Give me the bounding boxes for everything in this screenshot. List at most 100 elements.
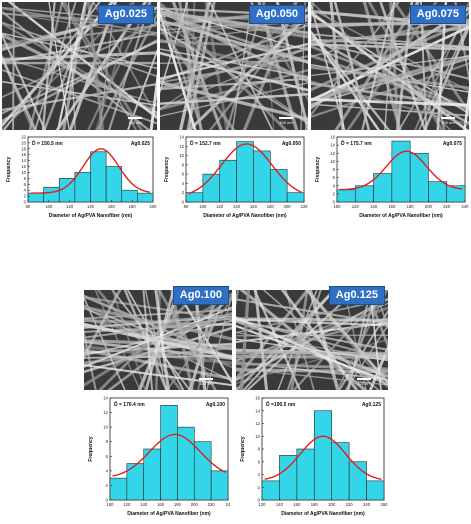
y-tick-label: 10 xyxy=(21,170,26,175)
y-tick-label: 6 xyxy=(24,182,27,187)
y-axis-label: Frequency xyxy=(164,157,170,183)
histogram-bar xyxy=(143,448,161,501)
sample-badge: Ag0.075 xyxy=(409,5,466,24)
nanofiber xyxy=(311,2,315,26)
y-tick-label: 20 xyxy=(21,140,26,145)
x-tick-label: 200 xyxy=(284,204,292,209)
histogram-ag0125: 0 2 4 6 8 10 12 14 16 120 140 160 180 200 220 240 260 Dia… xyxy=(240,396,388,518)
nanofiber xyxy=(253,290,269,390)
nanofiber xyxy=(187,13,308,130)
x-tick-label: 120 xyxy=(123,502,131,507)
scale-bar: 100 nm xyxy=(357,378,371,386)
mean-diameter-label: D̄ = 176.4 nm xyxy=(114,401,145,408)
y-tick-label: 2 xyxy=(333,191,336,196)
nanofiber xyxy=(311,8,469,92)
y-tick-label: 12 xyxy=(21,164,26,169)
nanofiber xyxy=(2,32,157,64)
y-tick-label: 10 xyxy=(330,159,335,164)
sample-badge: Ag0.100 xyxy=(172,286,229,305)
y-tick-label: 22 xyxy=(21,135,26,140)
nanofiber xyxy=(236,338,388,385)
histogram-bar xyxy=(261,480,280,501)
nanofiber xyxy=(12,2,15,130)
nanofiber xyxy=(149,72,157,130)
x-tick-label: 120 xyxy=(66,204,74,209)
nanofiber xyxy=(311,19,469,92)
nanofiber xyxy=(160,68,308,111)
y-tick-label: 0 xyxy=(258,498,261,503)
nanofiber xyxy=(311,30,381,130)
histogram-bar xyxy=(58,178,76,203)
panel-ag0025: Ag0.025 100 nm 0 2 4 6 8 10 12 14 16 18 20 22 80 100 1… xyxy=(2,2,157,222)
nanofiber xyxy=(160,18,308,64)
y-tick-label: 14 xyxy=(179,135,184,140)
y-tick-label: 8 xyxy=(182,162,185,167)
sample-badge: Ag0.125 xyxy=(328,286,385,305)
histogram-bar xyxy=(331,442,350,501)
x-tick-label: 180 xyxy=(311,502,319,507)
gaussian-fit-curve xyxy=(339,150,463,191)
panel-ag0100: Ag0.100 100 nm 0 2 4 6 8 10 12 14 100 120 140 160 18… xyxy=(84,286,232,522)
fiber-micrograph xyxy=(160,2,308,130)
y-tick-label: 18 xyxy=(21,146,26,151)
nanofiber xyxy=(160,59,308,65)
mean-diameter-label: D̄ = 150.5 nm xyxy=(32,140,63,147)
y-tick-label: 16 xyxy=(255,396,260,401)
sample-label: Ag0.100 xyxy=(206,402,225,408)
nanofiber xyxy=(160,92,308,105)
nanofiber xyxy=(236,351,388,355)
x-tick-label: 120 xyxy=(216,204,224,209)
nanofiber xyxy=(154,290,170,390)
x-tick-label: 220 xyxy=(301,204,309,209)
nanofiber xyxy=(84,305,232,341)
x-tick-label: 200 xyxy=(328,502,336,507)
nanofiber xyxy=(160,80,308,121)
x-tick-label: 140 xyxy=(370,204,378,209)
histogram-bar xyxy=(428,181,448,203)
nanofiber xyxy=(311,25,469,102)
y-tick-label: 12 xyxy=(330,151,335,156)
nanofiber xyxy=(311,80,469,126)
x-tick-label: 240 xyxy=(462,204,470,209)
histogram-bar xyxy=(105,166,123,203)
y-tick-label: 6 xyxy=(258,459,261,464)
sample-label: Ag0.050 xyxy=(282,141,301,147)
nanofiber xyxy=(311,2,346,130)
sample-label: Ag0.125 xyxy=(362,402,381,408)
nanofiber xyxy=(160,47,308,110)
y-tick-label: 10 xyxy=(179,153,184,158)
x-tick-label: 100 xyxy=(107,502,115,507)
sem-image-ag0125 xyxy=(236,290,388,390)
y-tick-label: 14 xyxy=(103,396,108,401)
y-tick-label: 14 xyxy=(330,143,335,148)
y-tick-label: 0 xyxy=(24,200,27,205)
scale-bar-label: 100 nm xyxy=(128,120,142,125)
x-tick-label: 160 xyxy=(388,204,396,209)
y-tick-label: 12 xyxy=(179,144,184,149)
nanofiber xyxy=(236,319,388,351)
nanofiber xyxy=(62,2,144,130)
histogram-bar xyxy=(286,192,305,203)
histogram-bar xyxy=(409,152,429,203)
x-tick-label: 200 xyxy=(425,204,433,209)
mean-diameter-label: D̄ = 152.7 nm xyxy=(190,140,221,147)
x-tick-label: 160 xyxy=(250,204,258,209)
x-tick-label: 140 xyxy=(87,204,95,209)
nanofiber xyxy=(2,7,157,35)
panel-ag0075: Ag0.075 100 nm 0 2 4 6 8 10 12 14 16 100 120 140 160… xyxy=(311,2,469,222)
nanofiber xyxy=(160,48,308,79)
nanofiber xyxy=(236,290,310,382)
histogram-bar xyxy=(74,172,91,203)
scale-bar-label: 100 nm xyxy=(199,381,213,386)
histogram-bar xyxy=(109,477,128,501)
y-tick-label: 8 xyxy=(106,439,109,444)
nanofiber xyxy=(334,2,420,130)
x-tick-label: 120 xyxy=(259,502,267,507)
nanofiber xyxy=(311,103,469,117)
nanofiber xyxy=(308,290,340,390)
nanofiber xyxy=(236,316,388,386)
x-tick-label: 180 xyxy=(129,204,137,209)
nanofiber xyxy=(142,290,154,390)
x-tick-label: 220 xyxy=(208,502,216,507)
